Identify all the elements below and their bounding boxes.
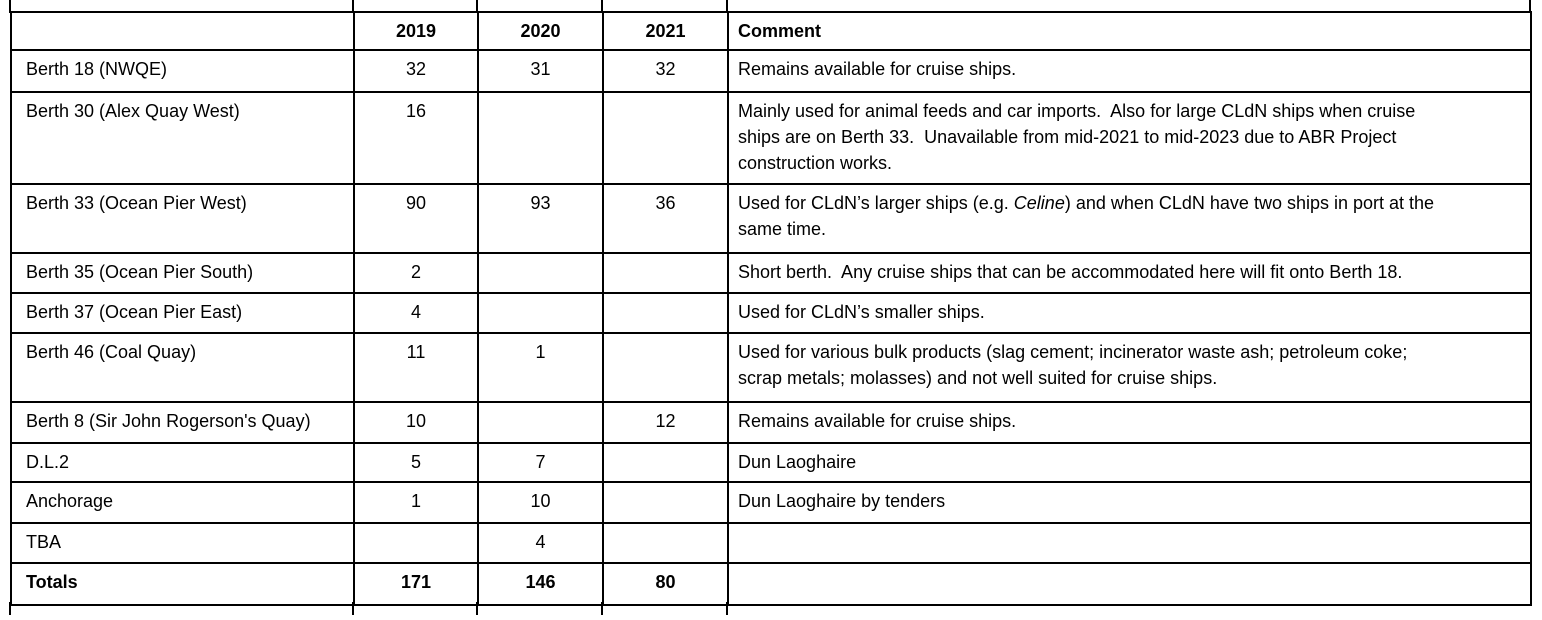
berth-label-cell: Anchorage <box>10 481 355 524</box>
count-2021-cell: 12 <box>602 401 729 444</box>
count-2021-cell <box>602 292 729 334</box>
ship-name-italic: Celine <box>1013 193 1065 213</box>
table-row: Berth 46 (Coal Quay) 11 1 Used for vario… <box>10 332 1532 403</box>
berth-label-cell: Berth 46 (Coal Quay) <box>10 332 355 403</box>
table-header-row: 2019 2020 2021 Comment <box>10 11 1532 51</box>
count-2019-cell: 11 <box>353 332 479 403</box>
count-2021-cell <box>602 332 729 403</box>
comment-cell <box>727 522 1532 564</box>
berth-label-cell: Berth 37 (Ocean Pier East) <box>10 292 355 334</box>
count-2019-cell: 2 <box>353 252 479 294</box>
count-2020-cell <box>477 91 604 185</box>
header-2019: 2019 <box>353 11 479 51</box>
count-2020-cell <box>477 401 604 444</box>
gridline-stub <box>726 0 728 13</box>
header-berth <box>10 11 355 51</box>
comment-cell: Used for various bulk products (slag cem… <box>727 332 1532 403</box>
gridline-stub <box>352 0 354 13</box>
comment-text: ) and when CLdN have two ships in port a… <box>738 193 1435 239</box>
totals-2019-cell: 171 <box>353 562 479 606</box>
table-row: Berth 30 (Alex Quay West) 16 Mainly used… <box>10 91 1532 185</box>
berth-label-cell: TBA <box>10 522 355 564</box>
count-2019-cell: 32 <box>353 49 479 93</box>
comment-cell: Mainly used for animal feeds and car imp… <box>727 91 1532 185</box>
comment-cell: Remains available for cruise ships. <box>727 401 1532 444</box>
count-2020-cell: 4 <box>477 522 604 564</box>
count-2019-cell: 1 <box>353 481 479 524</box>
count-2019-cell: 16 <box>353 91 479 185</box>
berth-label-cell: Berth 30 (Alex Quay West) <box>10 91 355 185</box>
count-2021-cell <box>602 252 729 294</box>
berth-label-cell: Berth 35 (Ocean Pier South) <box>10 252 355 294</box>
comment-cell: Remains available for cruise ships. <box>727 49 1532 93</box>
count-2021-cell: 36 <box>602 183 729 254</box>
gridline-stub <box>601 0 603 13</box>
comment-cell: Dun Laoghaire by tenders <box>727 481 1532 524</box>
table-row: D.L.2 5 7 Dun Laoghaire <box>10 442 1532 483</box>
table-row: Berth 8 (Sir John Rogerson's Quay) 10 12… <box>10 401 1532 444</box>
table-row: Anchorage 1 10 Dun Laoghaire by tenders <box>10 481 1532 524</box>
gridline-stub <box>726 602 728 615</box>
count-2020-cell <box>477 252 604 294</box>
table-row: Berth 35 (Ocean Pier South) 2 Short bert… <box>10 252 1532 294</box>
berth-usage-table: 2019 2020 2021 Comment Berth 18 (NWQE) 3… <box>10 11 1532 606</box>
count-2020-cell: 93 <box>477 183 604 254</box>
totals-label-cell: Totals <box>10 562 355 606</box>
count-2019-cell: 10 <box>353 401 479 444</box>
berth-label-cell: Berth 8 (Sir John Rogerson's Quay) <box>10 401 355 444</box>
gridline-stub <box>601 602 603 615</box>
table-row: TBA 4 <box>10 522 1532 564</box>
count-2020-cell <box>477 292 604 334</box>
table-row: Berth 18 (NWQE) 32 31 32 Remains availab… <box>10 49 1532 93</box>
count-2020-cell: 10 <box>477 481 604 524</box>
gridline-stub <box>9 0 11 13</box>
count-2020-cell: 7 <box>477 442 604 483</box>
count-2019-cell <box>353 522 479 564</box>
count-2021-cell <box>602 442 729 483</box>
count-2020-cell: 1 <box>477 332 604 403</box>
gridline-stub <box>1529 0 1531 13</box>
count-2021-cell <box>602 522 729 564</box>
table-row: Berth 37 (Ocean Pier East) 4 Used for CL… <box>10 292 1532 334</box>
comment-cell: Short berth. Any cruise ships that can b… <box>727 252 1532 294</box>
header-2021: 2021 <box>602 11 729 51</box>
berth-label-cell: Berth 33 (Ocean Pier West) <box>10 183 355 254</box>
table-row: Berth 33 (Ocean Pier West) 90 93 36 Used… <box>10 183 1532 254</box>
gridline-stub <box>352 602 354 615</box>
comment-cell: Used for CLdN’s larger ships (e.g. Celin… <box>727 183 1532 254</box>
totals-2021-cell: 80 <box>602 562 729 606</box>
count-2021-cell <box>602 481 729 524</box>
count-2020-cell: 31 <box>477 49 604 93</box>
comment-cell: Used for CLdN’s smaller ships. <box>727 292 1532 334</box>
gridline-stub <box>476 602 478 615</box>
count-2019-cell: 90 <box>353 183 479 254</box>
comment-text: Used for CLdN’s larger ships (e.g. <box>738 193 1014 213</box>
gridline-stub <box>9 602 11 615</box>
header-2020: 2020 <box>477 11 604 51</box>
totals-2020-cell: 146 <box>477 562 604 606</box>
totals-row: Totals 171 146 80 <box>10 562 1532 606</box>
berth-label-cell: Berth 18 (NWQE) <box>10 49 355 93</box>
count-2021-cell: 32 <box>602 49 729 93</box>
count-2019-cell: 5 <box>353 442 479 483</box>
count-2019-cell: 4 <box>353 292 479 334</box>
header-comment: Comment <box>727 11 1532 51</box>
comment-cell: Dun Laoghaire <box>727 442 1532 483</box>
count-2021-cell <box>602 91 729 185</box>
berth-label-cell: D.L.2 <box>10 442 355 483</box>
comment-cell <box>727 562 1532 606</box>
gridline-stub <box>476 0 478 13</box>
